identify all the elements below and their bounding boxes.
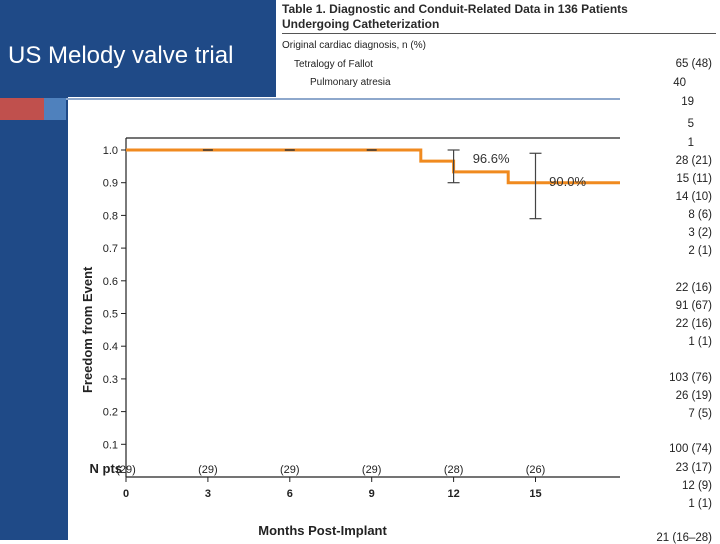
table-value: 40 — [673, 77, 686, 89]
chart-layer: 0.1 0.2 0.3 0.4 0.5 0.6 0.7 0.8 0.9 1.0 0 3 6 9 12 15 Mo… — [80, 137, 620, 538]
table-value: 1 — [687, 137, 694, 149]
at-risk-count: (29) — [198, 464, 218, 476]
y-tick-label: 1.0 — [103, 145, 118, 157]
table-value: 8 (6) — [688, 209, 712, 221]
y-tick-label: 0.7 — [103, 243, 118, 255]
x-tick-label: 9 — [369, 488, 375, 500]
table-value: 1 (1) — [688, 336, 712, 348]
table-row-label: Pulmonary atresia — [310, 77, 391, 88]
y-tick-label: 0.8 — [103, 210, 118, 222]
table-value: 14 (10) — [675, 191, 712, 203]
accent-line — [66, 98, 626, 100]
at-risk-count: (29) — [116, 464, 136, 476]
accent-block-red — [0, 98, 44, 120]
survival-annotation: 96.6% — [473, 151, 510, 166]
at-risk-count: (28) — [444, 464, 464, 476]
table-header-panel: Table 1. Diagnostic and Conduit-Related … — [276, 0, 720, 97]
y-tick-label: 0.2 — [103, 407, 118, 419]
at-risk-count: (26) — [526, 464, 546, 476]
table-value: 91 (67) — [675, 300, 712, 312]
survival-annotation: 90.0% — [549, 174, 586, 189]
table-value: 3 (2) — [688, 227, 712, 239]
x-axis-label: Months Post-Implant — [258, 523, 387, 538]
accent-block-blue — [44, 98, 66, 120]
at-risk-count: (29) — [362, 464, 382, 476]
table-value: 5 — [687, 118, 694, 130]
km-chart: 0.1 0.2 0.3 0.4 0.5 0.6 0.7 0.8 0.9 1.0 0 3 6 9 12 15 Mo… — [80, 137, 620, 538]
table-value: 15 (11) — [676, 173, 712, 185]
y-tick-label: 0.6 — [103, 276, 118, 288]
table-value: 103 (76) — [669, 372, 712, 384]
table-value: 26 (19) — [675, 390, 712, 402]
survival-curve — [126, 148, 620, 185]
y-tick-label: 0.4 — [103, 341, 118, 353]
table-value-column: 19 5 1 28 (21) 15 (11) 14 (10) 8 (6) 3 (2) 2 (1)… — [620, 96, 720, 544]
table-row-label: Original cardiac diagnosis, n (%) — [282, 40, 426, 51]
title-band: US Melody valve trial — [0, 0, 276, 97]
table-value: 22 (16) — [675, 282, 712, 294]
table-rule — [282, 33, 716, 34]
table-value: 12 (9) — [681, 480, 712, 492]
table-value: 2 (1) — [688, 245, 712, 257]
y-axis-label: Freedom from Event — [80, 266, 95, 393]
x-tick-label: 0 — [123, 488, 129, 500]
table-row-label: Tetralogy of Fallot — [294, 59, 373, 70]
table-title-line-1: Table 1. Diagnostic and Conduit-Related … — [282, 2, 628, 16]
y-tick-label: 0.5 — [103, 309, 118, 321]
table-value: 28 (21) — [675, 155, 712, 167]
at-risk-count: (29) — [280, 464, 300, 476]
y-tick-label: 0.1 — [103, 439, 118, 451]
table-value: 100 (74) — [669, 443, 712, 455]
x-tick-label: 12 — [447, 488, 459, 500]
table-value: 19 — [681, 96, 694, 108]
table-value: 21 (16–28) — [656, 532, 712, 544]
table-title: Table 1. Diagnostic and Conduit-Related … — [282, 2, 712, 32]
y-tick-label: 0.3 — [103, 374, 118, 386]
at-risk-label: N pts — [90, 461, 123, 476]
y-tick-label: 0.9 — [103, 178, 118, 190]
table-value: 1 (1) — [688, 498, 712, 510]
x-tick-label: 3 — [205, 488, 211, 500]
x-tick-label: 6 — [287, 488, 293, 500]
table-value: 23 (17) — [675, 462, 712, 474]
table-value: 7 (5) — [688, 408, 712, 420]
table-value: 65 (48) — [675, 58, 712, 70]
slide-title: US Melody valve trial — [8, 42, 234, 69]
x-tick-label: 15 — [529, 488, 541, 500]
table-value: 22 (16) — [675, 318, 712, 330]
table-title-line-2: Undergoing Catheterization — [282, 17, 440, 31]
